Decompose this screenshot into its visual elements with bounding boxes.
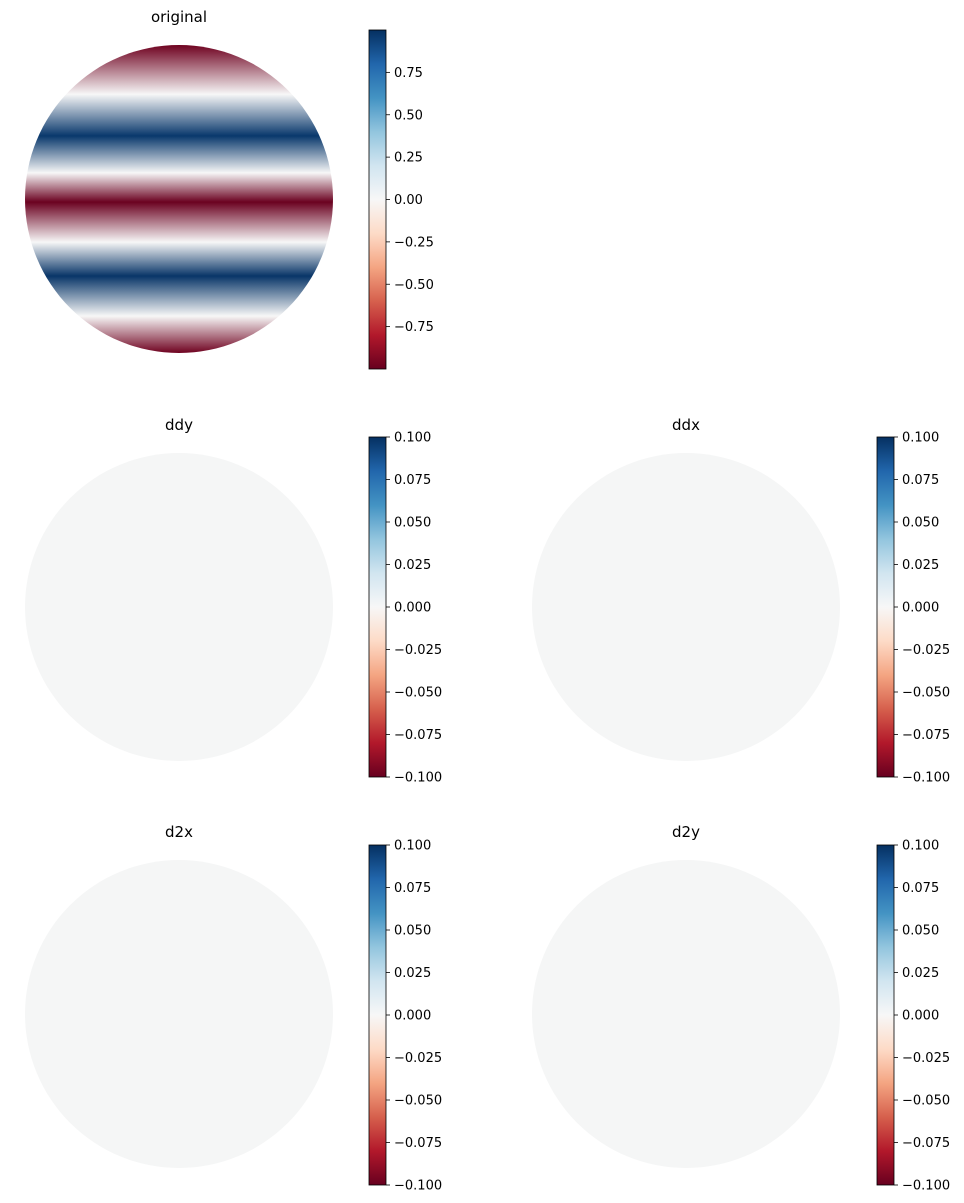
colorbar-tick-label: 0.025 <box>394 558 431 573</box>
colorbar-tick-label: −0.025 <box>394 1051 442 1066</box>
colorbar-tick-label: 0.025 <box>394 966 431 981</box>
panel-title: original <box>151 8 207 26</box>
panel-title: d2x <box>165 823 193 841</box>
panel-title: ddy <box>165 416 193 434</box>
field-disk <box>25 45 333 353</box>
colorbar-tick-label: 0.050 <box>902 516 939 531</box>
colorbar-tick-label: −0.100 <box>902 1179 950 1194</box>
colorbar <box>368 29 387 370</box>
colorbar-tick-label: −0.025 <box>394 643 442 658</box>
panel-ddx: ddx 0.100 0.075 0.050 0.025 0.000 −0.025 −0.050… <box>532 416 950 786</box>
colorbar-tick-label: −0.100 <box>394 771 442 786</box>
colorbar-tick-label: −0.075 <box>902 1136 950 1151</box>
colorbar-tick-label: 0.100 <box>394 431 431 446</box>
colorbar-tick-label: −0.050 <box>902 1094 950 1109</box>
colorbar-tick-label: 0.075 <box>902 473 939 488</box>
colorbar <box>876 844 895 1186</box>
colorbar-tick-label: −0.050 <box>902 686 950 701</box>
colorbar-tick-label: −0.100 <box>902 771 950 786</box>
panel-title: ddx <box>672 416 700 434</box>
colorbar-tick-label: −0.025 <box>902 643 950 658</box>
colorbar-tick-label: 0.000 <box>902 601 939 616</box>
colorbar-tick-label: 0.050 <box>394 516 431 531</box>
colorbar-tick-label: 0.100 <box>902 839 939 854</box>
colorbar-tick-label: −0.25 <box>394 235 434 250</box>
colorbar-tick-label: 0.075 <box>394 881 431 896</box>
colorbar-tick-label: 0.75 <box>394 66 423 81</box>
colorbar-tick-label: −0.075 <box>394 728 442 743</box>
panel-d2y: d2y 0.100 0.075 0.050 0.025 0.000 −0.025 −0.050… <box>532 823 950 1194</box>
colorbar-tick-label: −0.075 <box>394 1136 442 1151</box>
colorbar-tick-label: 0.075 <box>902 881 939 896</box>
field-disk <box>532 860 840 1168</box>
colorbar-tick-label: 0.050 <box>394 924 431 939</box>
colorbar-tick-label: 0.100 <box>394 839 431 854</box>
colorbar-tick-label: −0.025 <box>902 1051 950 1066</box>
panel-title: d2y <box>672 823 700 841</box>
field-disk <box>532 453 840 761</box>
colorbar <box>368 844 387 1186</box>
panel-ddy: ddy 0.100 0.075 0.050 0.025 0.000 −0.025 −0.050… <box>25 416 442 786</box>
colorbar-tick-label: −0.100 <box>394 1179 442 1194</box>
colorbar-tick-label: 0.025 <box>902 966 939 981</box>
colorbar-tick-label: −0.075 <box>902 728 950 743</box>
colorbar-tick-label: −0.50 <box>394 278 434 293</box>
panel-d2x: d2x 0.100 0.075 0.050 0.025 0.000 −0.025 −0.050… <box>25 823 442 1194</box>
colorbar-tick-label: 0.000 <box>394 1009 431 1024</box>
panel-original: original 0.75 0.50 0.25 0.00 −0.25 −0.50 −0.75 <box>25 8 434 370</box>
colorbar <box>876 436 895 778</box>
colorbar-tick-label: 0.000 <box>394 601 431 616</box>
field-disk <box>25 453 333 761</box>
colorbar-tick-label: −0.050 <box>394 686 442 701</box>
colorbar-tick-label: 0.50 <box>394 108 423 123</box>
field-disk <box>25 860 333 1168</box>
colorbar-tick-label: −0.050 <box>394 1094 442 1109</box>
colorbar-tick-label: 0.050 <box>902 924 939 939</box>
colorbar-tick-label: 0.25 <box>394 151 423 166</box>
colorbar <box>368 436 387 778</box>
colorbar-tick-label: 0.025 <box>902 558 939 573</box>
colorbar-tick-label: 0.00 <box>394 193 423 208</box>
colorbar-tick-label: −0.75 <box>394 320 434 335</box>
colorbar-tick-label: 0.000 <box>902 1009 939 1024</box>
colorbar-tick-label: 0.100 <box>902 431 939 446</box>
colorbar-tick-label: 0.075 <box>394 473 431 488</box>
